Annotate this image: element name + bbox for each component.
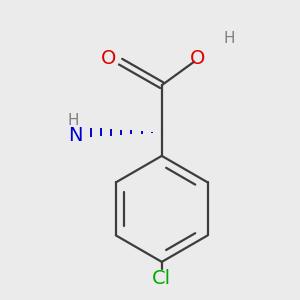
Text: Cl: Cl: [152, 268, 171, 288]
Text: H: H: [224, 31, 235, 46]
Text: O: O: [189, 49, 205, 68]
Text: N: N: [68, 126, 82, 145]
Text: H: H: [68, 113, 79, 128]
Text: O: O: [101, 49, 116, 68]
